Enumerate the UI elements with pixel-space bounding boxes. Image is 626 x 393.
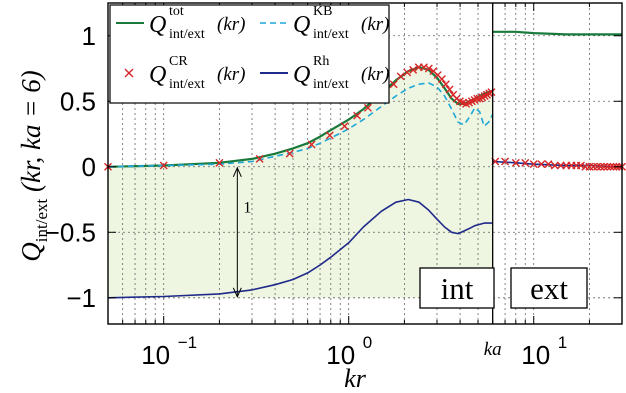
- cr-marker: [409, 65, 418, 74]
- cr-marker: [159, 161, 168, 170]
- x-tick-exponent: 0: [363, 333, 372, 352]
- legend-arg: (kr): [361, 64, 389, 85]
- cr-marker: [511, 158, 520, 167]
- cr-marker: [593, 162, 602, 171]
- x-tick-exponent: −1: [178, 333, 197, 352]
- cr-marker: [529, 160, 538, 169]
- legend-sup: Rh: [313, 54, 329, 69]
- legend-symbol: Q: [293, 62, 310, 88]
- plot-frame: [107, 2, 623, 325]
- legend-sub: int/ext: [169, 77, 205, 92]
- legend-entry: QKB int/ext (kr): [260, 4, 389, 42]
- y-tick-label: 0.5: [60, 86, 96, 116]
- legend-box: [109, 4, 390, 104]
- legend-sub: int/ext: [169, 27, 205, 42]
- cr-marker: [424, 64, 433, 73]
- x-axis-label: kr: [344, 364, 367, 393]
- arrow-head-top: [232, 166, 242, 177]
- cr-marker: [487, 88, 496, 97]
- x-tick-label: 10: [521, 340, 550, 370]
- x-tick-label: 10: [141, 340, 170, 370]
- legend-sup: tot: [169, 4, 184, 19]
- legend-arg: (kr): [217, 64, 245, 85]
- cr-marker: [419, 63, 428, 72]
- cr-marker: [215, 158, 224, 167]
- cr-marker: [589, 162, 598, 171]
- annotations: 1 int ext: [232, 166, 588, 309]
- cr-marker: [340, 122, 349, 131]
- series-line-2-interior: [107, 198, 493, 299]
- cr-marker: [537, 160, 546, 169]
- int-box: [419, 267, 495, 309]
- y-tick-label: 0: [82, 152, 96, 182]
- cr-marker: [389, 80, 398, 89]
- legend-sub: int/ext: [313, 27, 349, 42]
- cr-marker: [501, 157, 510, 166]
- cr-marker: [603, 162, 612, 171]
- cr-marker: [550, 161, 559, 170]
- int-label: int: [441, 271, 474, 306]
- cr-marker: [606, 162, 615, 171]
- y-tick-label: −0.5: [45, 217, 96, 247]
- cr-marker: [403, 68, 412, 77]
- legend-sub: int/ext: [313, 77, 349, 92]
- shaded-area: [108, 67, 493, 298]
- cr-marker: [396, 72, 405, 81]
- cr-marker: [353, 111, 362, 120]
- cr-marker: [285, 149, 294, 158]
- arrow-head-bottom: [232, 287, 242, 299]
- cr-marker: [363, 103, 372, 112]
- y-tick-label: −1: [66, 283, 96, 313]
- legend-marker: [124, 68, 134, 78]
- legend-arg: (kr): [361, 14, 389, 35]
- x-tick-exponent: 1: [558, 333, 567, 352]
- legend-entry: QCR int/ext (kr): [124, 54, 245, 92]
- cr-marker: [596, 162, 605, 171]
- series-line-1-interior: [107, 82, 494, 168]
- cr-marker: [437, 74, 446, 83]
- series-line-0-exterior: [492, 30, 622, 36]
- legend-sup: CR: [169, 54, 188, 69]
- ext-box: [510, 267, 588, 309]
- cr-marker: [255, 154, 264, 163]
- interval-label: 1: [243, 199, 251, 216]
- y-axis-label: Qint/ext (kr, ka = 6): [16, 70, 51, 261]
- cr-marker: [441, 80, 450, 89]
- legend-entry: QRh int/ext (kr): [260, 54, 389, 92]
- cr-marker: [521, 158, 530, 167]
- cr-marker: [480, 92, 489, 101]
- y-tick-label: 1: [82, 21, 96, 51]
- ext-label: ext: [530, 271, 568, 306]
- cr-marker: [544, 160, 553, 169]
- cr-marker: [600, 162, 609, 171]
- legend-arg: (kr): [217, 14, 245, 35]
- cr-marker: [307, 140, 316, 149]
- shaded-region: [108, 67, 493, 298]
- cr-marker: [609, 162, 618, 171]
- x-tick-label-ka: ka: [484, 339, 502, 360]
- cr-marker: [445, 85, 454, 94]
- cr-marker: [325, 131, 334, 140]
- x-tick-label: 10: [326, 340, 355, 370]
- legend-symbol: Q: [149, 12, 166, 38]
- legend-sup: KB: [313, 4, 332, 19]
- legend-symbol: Q: [293, 12, 310, 38]
- axis-labels: −1 −0.5 0 0.5 1 10 −1 10 0 ka 10 1 kr Qint/ext (kr, k…: [16, 21, 567, 393]
- legend-symbol: Q: [149, 62, 166, 88]
